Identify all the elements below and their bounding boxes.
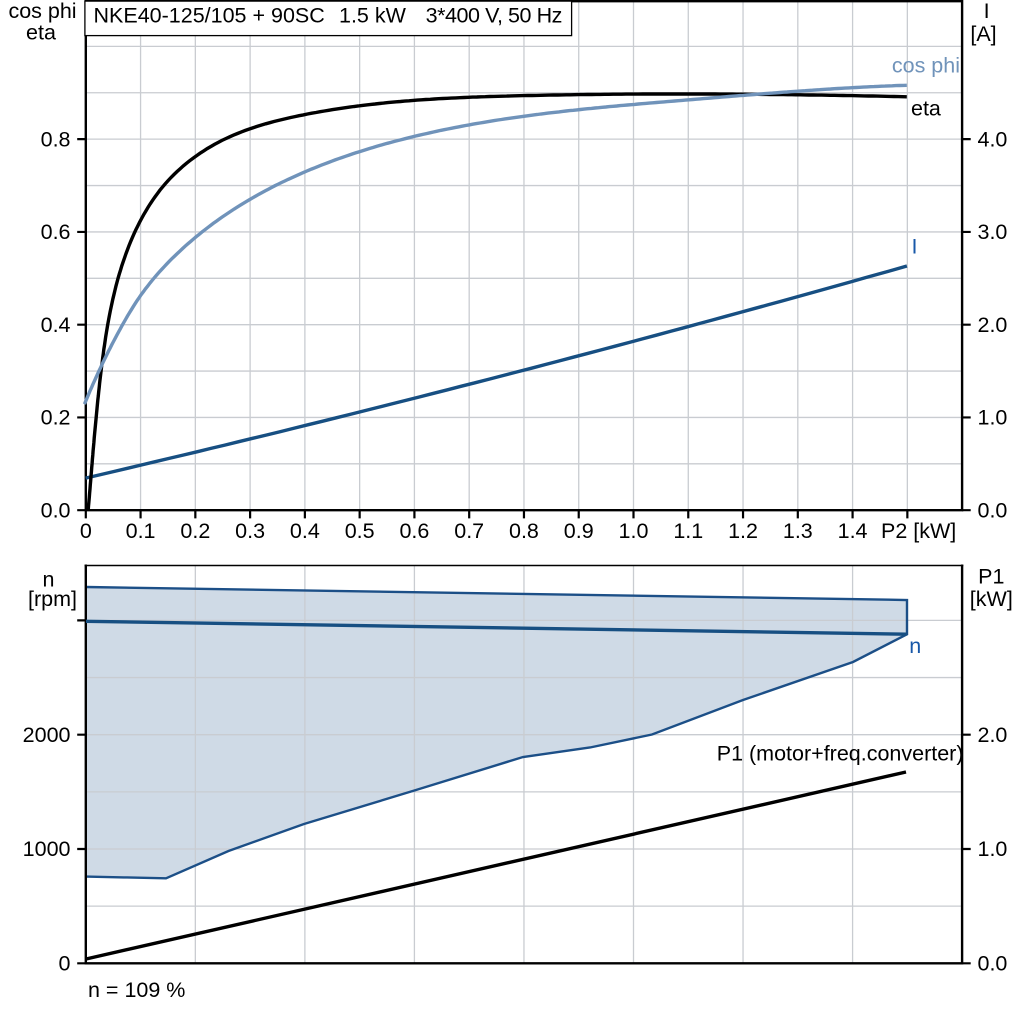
svg-text:0.3: 0.3 xyxy=(235,519,265,543)
svg-text:1.2: 1.2 xyxy=(728,519,758,543)
svg-text:0.2: 0.2 xyxy=(180,519,210,543)
svg-text:0.1: 0.1 xyxy=(126,519,156,543)
svg-text:0.8: 0.8 xyxy=(509,519,539,543)
svg-text:1.5 kW: 1.5 kW xyxy=(339,4,407,28)
svg-text:0.0: 0.0 xyxy=(978,952,1008,976)
svg-text:NKE40-125/105 + 90SC: NKE40-125/105 + 90SC xyxy=(94,4,325,28)
svg-text:0.6: 0.6 xyxy=(41,220,71,244)
svg-text:n: n xyxy=(43,568,55,592)
svg-text:1000: 1000 xyxy=(23,837,71,861)
svg-text:[A]: [A] xyxy=(970,22,996,46)
svg-text:1.1: 1.1 xyxy=(673,519,703,543)
svg-text:I: I xyxy=(912,235,918,259)
svg-text:0: 0 xyxy=(59,952,71,976)
svg-text:0.8: 0.8 xyxy=(41,127,71,151)
svg-text:0.4: 0.4 xyxy=(290,519,320,543)
svg-text:3*400 V, 50 Hz: 3*400 V, 50 Hz xyxy=(426,4,562,28)
svg-text:eta: eta xyxy=(911,97,941,121)
svg-text:2.0: 2.0 xyxy=(978,313,1008,337)
svg-text:1.3: 1.3 xyxy=(783,519,813,543)
svg-text:0.0: 0.0 xyxy=(41,498,71,522)
svg-text:[rpm]: [rpm] xyxy=(28,587,77,611)
svg-text:n = 109 %: n = 109 % xyxy=(88,978,185,1002)
svg-text:0.6: 0.6 xyxy=(399,519,429,543)
svg-text:4.0: 4.0 xyxy=(978,127,1008,151)
svg-text:2000: 2000 xyxy=(23,723,71,747)
svg-text:0.2: 0.2 xyxy=(41,406,71,430)
svg-text:2.0: 2.0 xyxy=(978,723,1008,747)
svg-text:I: I xyxy=(984,0,990,23)
svg-text:0: 0 xyxy=(80,519,92,543)
svg-text:n: n xyxy=(909,634,921,658)
svg-text:1.0: 1.0 xyxy=(978,837,1008,861)
svg-text:0.4: 0.4 xyxy=(41,313,71,337)
svg-text:P1 (motor+freq.converter): P1 (motor+freq.converter) xyxy=(717,742,964,766)
svg-text:P1: P1 xyxy=(978,565,1004,589)
svg-text:1.0: 1.0 xyxy=(978,406,1008,430)
svg-text:0.5: 0.5 xyxy=(345,519,375,543)
svg-text:P2 [kW]: P2 [kW] xyxy=(881,519,956,543)
svg-text:0.7: 0.7 xyxy=(454,519,484,543)
svg-text:1.0: 1.0 xyxy=(619,519,649,543)
svg-text:cos phi: cos phi xyxy=(892,54,960,78)
svg-text:cos phi: cos phi xyxy=(8,0,76,23)
svg-text:eta: eta xyxy=(26,21,56,45)
svg-text:1.4: 1.4 xyxy=(838,519,868,543)
svg-text:3.0: 3.0 xyxy=(978,220,1008,244)
svg-text:0.9: 0.9 xyxy=(564,519,594,543)
svg-text:[kW]: [kW] xyxy=(970,587,1013,611)
svg-text:0.0: 0.0 xyxy=(978,498,1008,522)
